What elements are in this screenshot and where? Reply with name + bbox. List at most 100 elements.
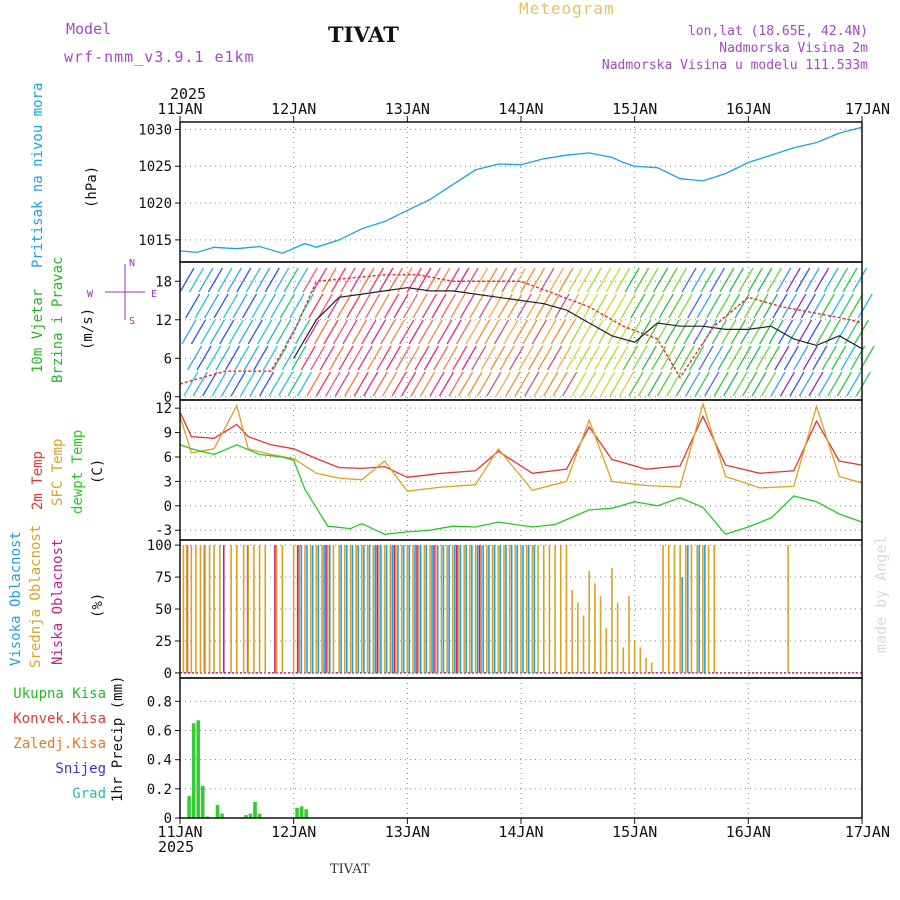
wind-barb <box>370 319 386 345</box>
wind-barb <box>397 267 413 293</box>
wind-barb <box>450 293 466 319</box>
wind-barb <box>757 267 773 293</box>
wind-barb <box>505 371 521 397</box>
precip-bar <box>215 804 220 818</box>
wind-barb <box>743 293 760 319</box>
wind-barb <box>389 319 405 345</box>
precip-bar <box>200 785 205 818</box>
wind-barb <box>632 345 648 371</box>
x-tick-label-bottom: 13JAN <box>385 823 430 841</box>
wind-barb <box>219 319 235 345</box>
footer-location: TIVAT <box>330 862 370 877</box>
wind-barb <box>673 319 690 345</box>
wind-barb <box>304 319 320 345</box>
wind-barb <box>287 371 303 397</box>
wind-barb <box>490 345 506 371</box>
wind-barb <box>560 319 576 345</box>
wind-barb <box>749 319 765 345</box>
wind-barb <box>399 319 415 345</box>
wind-barb <box>857 293 873 319</box>
wind-barb <box>815 319 832 345</box>
precip-legend-conv: Konvek.Kisa <box>13 711 106 727</box>
wind-barb <box>529 267 546 293</box>
wind-barb <box>795 267 811 293</box>
compass-east: E <box>151 289 157 300</box>
wind-barb <box>412 293 428 319</box>
wind-barb <box>764 345 780 371</box>
wind-barb <box>518 345 534 371</box>
wind-barb <box>228 319 244 345</box>
wind-barb <box>814 267 830 293</box>
wind-barb <box>635 319 652 345</box>
wind-barb <box>762 293 779 319</box>
wind-barb <box>628 371 644 397</box>
wind-barb <box>778 319 794 345</box>
x-tick-label-top: 17JAN <box>845 100 890 118</box>
wind-barb <box>249 371 265 397</box>
wind-barb <box>717 345 733 371</box>
wind-barb <box>478 293 494 319</box>
wind-barb <box>194 293 210 319</box>
wind-barb <box>391 371 407 397</box>
wind-barb <box>187 345 203 371</box>
wind-barb <box>223 293 239 319</box>
precip-bar <box>295 807 299 818</box>
compass-south: S <box>129 316 135 327</box>
wind-barb <box>181 319 197 345</box>
y-tick-label: 0.2 <box>147 782 172 798</box>
wind-barb <box>543 371 559 397</box>
y-tick-label: 12 <box>155 313 172 329</box>
wind-barb <box>414 345 430 371</box>
wind-barb <box>745 345 762 371</box>
wind-barb <box>215 345 231 371</box>
wind-barb <box>420 371 436 397</box>
y-tick-label: 9 <box>164 426 172 442</box>
wind-barb <box>588 319 604 345</box>
wind-barb <box>240 371 256 397</box>
wind-barb <box>565 345 582 371</box>
wind-barb <box>689 345 705 371</box>
wind-barb <box>277 371 294 397</box>
y-tick-label: 1030 <box>138 122 172 138</box>
precip-bar <box>248 813 253 818</box>
wind-barb <box>262 345 278 371</box>
wind-barb <box>637 371 654 397</box>
wind-barb <box>232 293 248 319</box>
wind-barb <box>535 293 551 319</box>
precip-bar <box>220 813 224 818</box>
wind-barb <box>776 267 792 293</box>
wind-barb <box>664 319 680 345</box>
wind-barb <box>692 319 708 345</box>
model-altitude-label: Nadmorska Visina u modelu 111.533m <box>601 58 868 73</box>
wind-barb <box>516 293 532 319</box>
wind-barb <box>226 267 242 293</box>
y-tick-label: 6 <box>164 351 172 367</box>
wind-barb <box>503 319 519 345</box>
wind-barb <box>726 345 743 371</box>
wind-barb <box>641 345 657 371</box>
precip-legend-total: Ukupna Kisa <box>13 686 106 702</box>
wind-barb <box>312 267 328 293</box>
wind-barb <box>351 319 367 345</box>
compass-north: N <box>129 258 135 269</box>
y-tick-label: 0 <box>164 811 172 827</box>
wind-barb <box>207 267 223 293</box>
wind-barb <box>274 267 290 293</box>
wind-barb <box>495 371 511 397</box>
wind-barb <box>387 267 403 293</box>
wind-barb <box>675 371 691 397</box>
wind-barb <box>569 319 585 345</box>
wind-barb <box>662 267 678 293</box>
wind-barb <box>471 345 487 371</box>
wind-barb <box>336 293 352 319</box>
wind-barb <box>438 371 455 397</box>
wind-barb <box>785 267 801 293</box>
wind-barb <box>431 293 447 319</box>
pressure-line <box>179 126 863 254</box>
wind-barb <box>751 371 767 397</box>
wind-barb <box>338 345 354 371</box>
wind-barb <box>404 345 421 371</box>
wind-barb <box>440 293 456 319</box>
